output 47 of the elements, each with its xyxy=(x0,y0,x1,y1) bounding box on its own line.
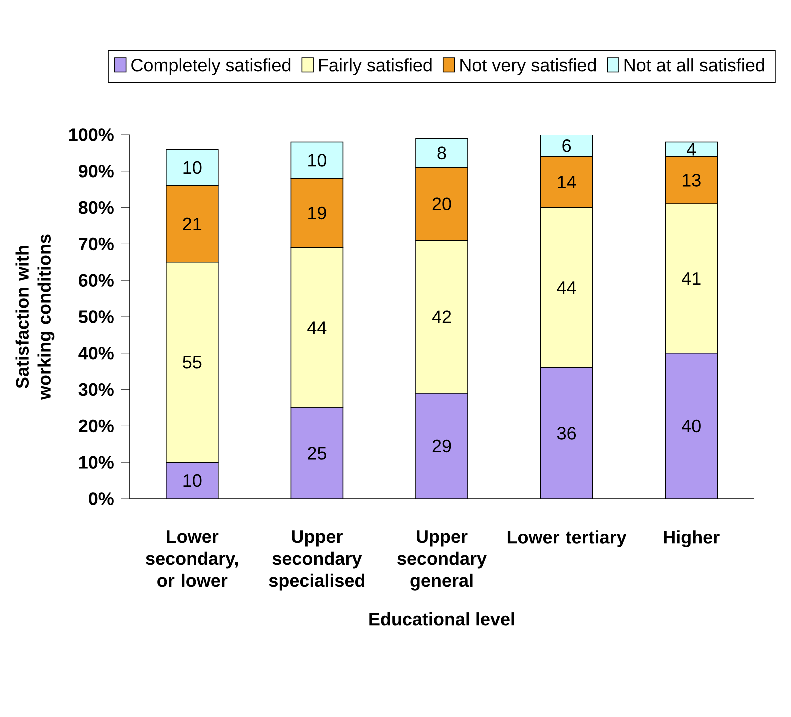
data-label: 40 xyxy=(682,420,701,433)
y-tick-label: 100% xyxy=(69,128,114,142)
x-tick-label: Lower secondary, or lower xyxy=(146,530,238,588)
bar xyxy=(416,393,468,499)
data-label: 20 xyxy=(432,198,452,211)
data-label: 41 xyxy=(682,272,701,285)
data-label: 42 xyxy=(432,310,452,324)
y-tick-label: 50% xyxy=(78,310,114,324)
data-label: 8 xyxy=(438,146,446,160)
bar xyxy=(665,353,718,499)
data-label: 10 xyxy=(184,474,202,488)
legend-label: Not very satisfied xyxy=(460,58,596,76)
y-tick-label: 90% xyxy=(79,165,114,178)
data-label: 25 xyxy=(308,447,326,460)
data-label: 4 xyxy=(687,143,696,156)
y-tick-label: 40% xyxy=(78,347,114,360)
data-label: 44 xyxy=(308,322,327,334)
x-tick-label: Lower tertiary xyxy=(508,530,627,548)
y-tick-label: 30% xyxy=(78,383,114,396)
y-tick-label: 70% xyxy=(79,238,114,251)
y-axis-title: Satisfaction with working conditions xyxy=(16,234,55,400)
y-tick-label: 0% xyxy=(89,492,114,506)
data-label: 6 xyxy=(562,140,572,152)
y-tick-label: 80% xyxy=(78,201,114,214)
bar xyxy=(291,408,344,499)
data-label: 29 xyxy=(432,440,452,453)
data-label: 10 xyxy=(308,154,327,167)
data-label: 55 xyxy=(183,356,202,369)
data-label: 19 xyxy=(308,206,326,220)
x-tick-label: Upper secondary general xyxy=(398,530,487,591)
y-tick-label: 60% xyxy=(79,274,114,287)
data-label: 21 xyxy=(183,218,202,230)
bar xyxy=(540,368,593,499)
y-tick-label: 20% xyxy=(79,420,114,433)
y-tick-label: 10% xyxy=(80,456,114,469)
legend-label: Fairly satisfied xyxy=(319,58,432,76)
bar xyxy=(166,462,218,499)
data-label: 44 xyxy=(557,282,576,294)
data-label: 36 xyxy=(557,427,576,440)
legend-label: Completely satisfied xyxy=(132,58,291,76)
data-label: 10 xyxy=(184,161,202,174)
data-label: 13 xyxy=(682,174,701,187)
data-label: 14 xyxy=(558,176,576,189)
x-axis-title: Educational level xyxy=(370,612,514,626)
x-tick-label: Higher xyxy=(664,530,720,548)
x-tick-label: Upper secondary specialised xyxy=(269,530,365,591)
legend-label: Not at all satisfied xyxy=(624,58,764,72)
